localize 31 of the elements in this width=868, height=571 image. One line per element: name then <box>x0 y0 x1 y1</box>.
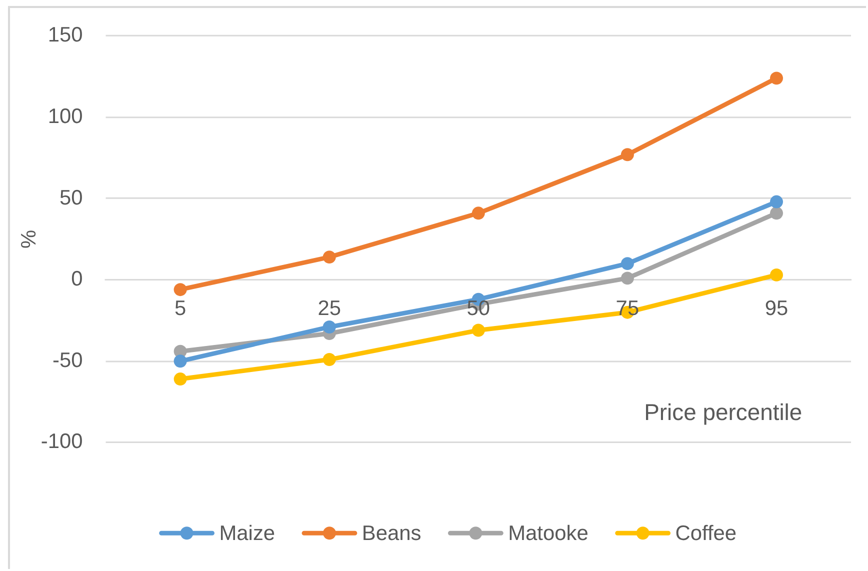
point <box>620 257 634 270</box>
legend-label: Coffee <box>675 522 737 545</box>
point <box>770 268 783 282</box>
x-tick-label: 95 <box>764 297 788 320</box>
point <box>322 320 336 334</box>
point <box>620 148 634 162</box>
y-tick-label: -50 <box>52 348 83 372</box>
y-tick-label: -100 <box>40 430 83 454</box>
point <box>472 206 485 220</box>
x-tick-label: 5 <box>174 297 186 320</box>
point <box>174 372 187 386</box>
point <box>472 324 485 337</box>
point <box>322 353 336 366</box>
y-tick-label: 150 <box>48 24 83 47</box>
x-tick-label: 25 <box>318 297 341 320</box>
legend-label: Beans <box>362 522 422 545</box>
x-tick-label: 50 <box>466 297 490 320</box>
point <box>620 272 634 285</box>
x-axis-title: Price percentile <box>644 398 802 425</box>
point <box>770 72 783 85</box>
point <box>322 250 336 264</box>
legend-label: Matooke <box>508 522 588 545</box>
y-tick-label: 0 <box>71 268 83 291</box>
point <box>174 283 187 296</box>
point <box>770 195 783 208</box>
legend-label: Maize <box>219 522 276 545</box>
y-axis-title: % <box>17 230 40 248</box>
y-tick-label: 50 <box>60 186 83 210</box>
point <box>174 354 187 368</box>
y-tick-label: 100 <box>48 105 83 128</box>
point <box>770 206 783 220</box>
